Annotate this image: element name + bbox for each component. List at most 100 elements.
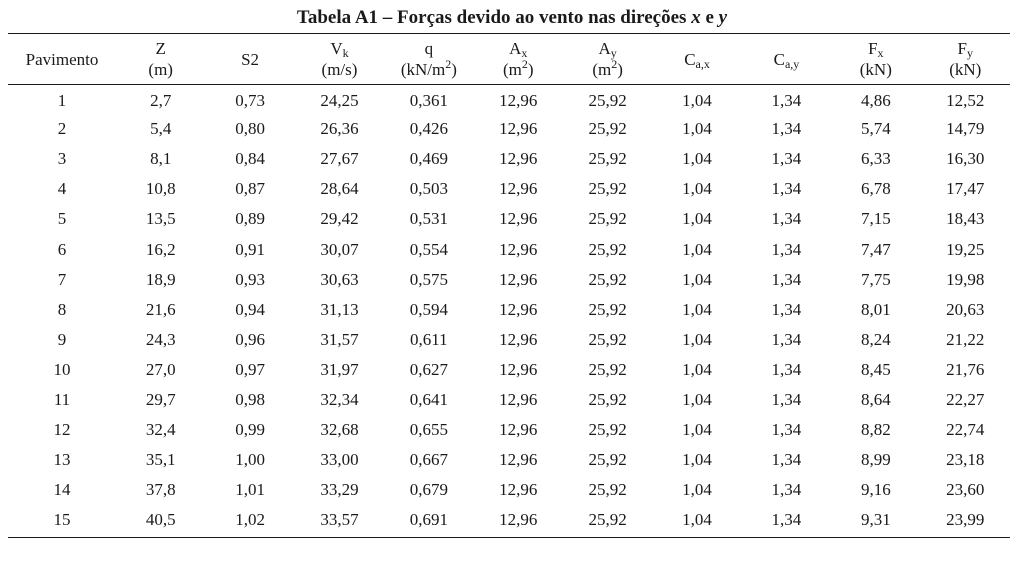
- table-cell: 0,531: [409, 209, 448, 229]
- table-cell: 0,97: [235, 359, 265, 379]
- table-header-row: Pavimento Z (m) S2 Vk (m/s) q (kN/m2) Ax (m2…: [8, 34, 1010, 84]
- table-cell: 28,64: [320, 179, 359, 199]
- table-cell: 12,52: [946, 90, 985, 110]
- table-cell: 0,91: [235, 239, 265, 259]
- table-cell: 23,60: [946, 480, 985, 500]
- header-fy-subscript: y: [966, 46, 973, 60]
- table-cell: 25,92: [588, 119, 627, 139]
- table-cell: 25,92: [588, 149, 627, 169]
- table-cell: 20,63: [946, 299, 985, 319]
- table-cell: 23,99: [946, 510, 985, 530]
- header-ay-symbol: A: [598, 39, 611, 58]
- table-cell: 26,36: [320, 119, 359, 139]
- table-cell: 0,611: [410, 329, 448, 349]
- table-cell: 1,01: [235, 480, 265, 500]
- table-row: 4 10,8 0,87 28,64 0,503 12,96 25,92 1,04 1,34 6,7…: [8, 174, 1010, 204]
- table-cell: 21,76: [946, 359, 985, 379]
- table-cell: 12,96: [499, 179, 538, 199]
- table-cell: 0,99: [235, 420, 265, 440]
- table-row: 9 24,3 0,96 31,57 0,611 12,96 25,92 1,04 1,34 8,2…: [8, 325, 1010, 355]
- table-cell: 1,34: [771, 239, 802, 259]
- header-fx-symbol: F: [868, 39, 878, 58]
- table-cell: 25,92: [588, 90, 627, 110]
- header-s2: S2: [205, 34, 294, 84]
- table-cell: 31,97: [320, 359, 359, 379]
- table-cell: 1,04: [682, 480, 712, 500]
- table-cell: 25,92: [588, 450, 627, 470]
- header-cax-subscript: a,x: [695, 56, 710, 71]
- table-cell: 12,96: [499, 299, 538, 319]
- header-ax: Ax (m2): [474, 34, 563, 84]
- header-fy: Fy (kN): [921, 34, 1010, 84]
- table-cell: 0,691: [409, 510, 448, 530]
- table-row: 3 8,1 0,84 27,67 0,469 12,96 25,92 1,04 1,34 6,33…: [8, 144, 1010, 174]
- table-row: 11 29,7 0,98 32,34 0,641 12,96 25,92 1,04 1,34 8,…: [8, 385, 1010, 415]
- table-cell: 12,96: [499, 119, 538, 139]
- table-cell: 30,63: [320, 269, 359, 289]
- table-cell: 0,503: [409, 179, 448, 199]
- table-cell: 0,84: [235, 149, 265, 169]
- header-ax-subscript: x: [521, 46, 528, 60]
- table-cell: 0,667: [409, 450, 448, 470]
- table-cell: 1,04: [682, 510, 712, 530]
- table-cell: 25,92: [588, 299, 627, 319]
- table-cell: 14,79: [946, 119, 985, 139]
- table-body: 1 2,7 0,73 24,25 0,361 12,96 25,92 1,04 1,34 4,86…: [8, 84, 1010, 535]
- table-cell: 21,22: [946, 329, 985, 349]
- table-cell: 33,29: [320, 480, 359, 500]
- caption-var-x: x: [691, 7, 701, 28]
- table-cell: 32,4: [145, 420, 176, 440]
- table-cell: 25,92: [588, 389, 627, 409]
- table-cell: 8,82: [860, 420, 891, 440]
- table-cell: 29,7: [145, 389, 176, 409]
- table-cell: 13,5: [145, 209, 176, 229]
- table-cell: 29,42: [320, 209, 359, 229]
- table-cell: 8,99: [860, 450, 891, 470]
- header-vk-symbol: V: [330, 39, 343, 58]
- table-cell: 31,57: [320, 329, 359, 349]
- table-cell: 1,04: [682, 119, 712, 139]
- table-caption: Tabela A1 – Forças devido ao vento nas d…: [0, 7, 1024, 29]
- table-cell: 4,86: [860, 90, 891, 110]
- table-cell: 19,25: [946, 239, 985, 259]
- table-cell: 16,2: [145, 239, 176, 259]
- header-pavimento: Pavimento: [8, 34, 116, 84]
- table-cell: 7: [57, 269, 67, 289]
- table-cell: 18,9: [145, 269, 176, 289]
- header-ax-symbol: A: [509, 39, 522, 58]
- table-cell: 2,7: [150, 90, 172, 110]
- table-cell: 8: [57, 299, 67, 319]
- table-row: 15 40,5 1,02 33,57 0,691 12,96 25,92 1,04 1,34 9,…: [8, 505, 1010, 535]
- table-cell: 0,361: [409, 90, 448, 110]
- table-cell: 6,78: [860, 179, 891, 199]
- table-cell: 25,92: [588, 179, 627, 199]
- table-cell: 27,67: [320, 149, 359, 169]
- header-cax: Ca,x: [652, 34, 741, 84]
- table-cell: 1,34: [771, 420, 802, 440]
- table-cell: 0,98: [235, 389, 265, 409]
- table-cell: 1,34: [771, 119, 802, 139]
- table-cell: 9,16: [860, 480, 891, 500]
- table-cell: 22,27: [946, 389, 985, 409]
- table-cell: 25,92: [588, 480, 627, 500]
- table-cell: 1,34: [771, 90, 802, 110]
- table-cell: 0,426: [409, 119, 448, 139]
- table-cell: 19,98: [946, 269, 985, 289]
- table-cell: 1,34: [771, 359, 802, 379]
- table-cell: 1,04: [682, 239, 712, 259]
- table-cell: 0,96: [235, 329, 265, 349]
- table-cell: 12: [53, 420, 71, 440]
- table-row: 13 35,1 1,00 33,00 0,667 12,96 25,92 1,04 1,34 8,…: [8, 445, 1010, 475]
- table-cell: 0,87: [235, 179, 265, 199]
- caption-prefix: Tabela A1 – Forças devido ao vento nas d…: [296, 7, 692, 28]
- header-fy-unit: (kN): [949, 60, 982, 79]
- table-cell: 12,96: [499, 90, 538, 110]
- header-q-symbol: q: [424, 39, 434, 58]
- table-cell: 25,92: [588, 269, 627, 289]
- header-cax-symbol: C: [684, 49, 696, 69]
- table-cell: 8,24: [860, 329, 891, 349]
- table-cell: 25,92: [588, 359, 627, 379]
- table-cell: 3: [57, 149, 67, 169]
- table-cell: 35,1: [145, 450, 176, 470]
- table-cell: 1,04: [682, 269, 712, 289]
